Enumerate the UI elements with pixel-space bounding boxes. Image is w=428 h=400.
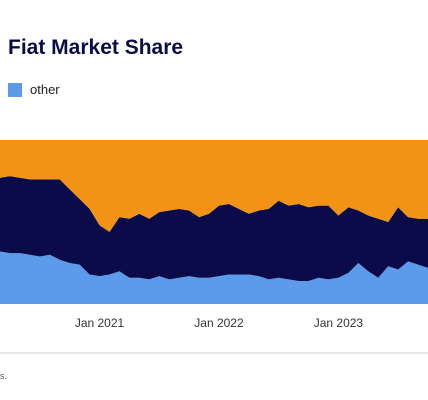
area-series-3 — [0, 140, 428, 232]
x-tick-label: Jan 2021 — [75, 316, 125, 330]
footnote: s. — [0, 371, 8, 381]
x-tick-label: Jan 2023 — [314, 316, 364, 330]
chart-title: Fiat Market Share — [8, 36, 184, 59]
x-tick-label: Jan 2022 — [194, 316, 244, 330]
area-series-2 — [0, 176, 428, 282]
legend: other — [8, 82, 60, 97]
area-series-1 — [0, 251, 428, 304]
legend-swatch-other — [8, 82, 22, 97]
legend-label-other: other — [30, 82, 60, 97]
